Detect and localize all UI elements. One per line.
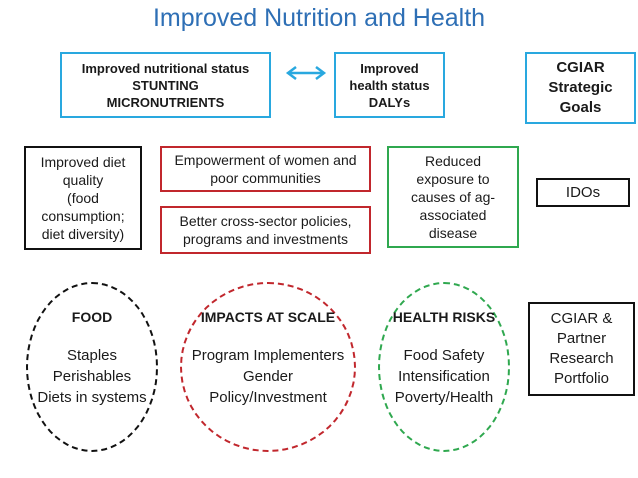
health-risks-circle: HEALTH RISKS Food Safety Intensification… — [378, 282, 510, 452]
disease-exposure-box: Reduced exposure to causes of ag- associ… — [387, 146, 519, 248]
diagram-title: Improved Nutrition and Health — [152, 4, 486, 32]
nutritional-status-box: Improved nutritional status STUNTING MIC… — [60, 52, 271, 118]
food-circle-items: Staples Perishables Diets in systems — [37, 347, 147, 406]
impacts-circle: IMPACTS AT SCALE Program Implementers Ge… — [180, 282, 356, 452]
food-circle: FOOD Staples Perishables Diets in system… — [26, 282, 158, 452]
policies-box: Better cross-sector policies, programs a… — [160, 206, 371, 254]
double-arrow-icon — [285, 66, 327, 80]
impacts-circle-title: IMPACTS AT SCALE — [200, 309, 336, 325]
impacts-circle-items: Program Implementers Gender Policy/Inves… — [191, 347, 345, 406]
food-circle-title: FOOD — [71, 309, 113, 325]
health-risks-circle-items: Food Safety Intensification Poverty/Heal… — [394, 347, 494, 406]
health-status-box: Improved health status DALYs — [334, 52, 445, 118]
empowerment-box: Empowerment of women and poor communitie… — [160, 146, 371, 192]
health-risks-circle-title: HEALTH RISKS — [392, 309, 496, 325]
idos-box: IDOs — [536, 178, 630, 207]
diet-quality-box: Improved diet quality (food consumption;… — [24, 146, 142, 250]
cgiar-strategic-goals-box: CGIAR Strategic Goals — [525, 52, 636, 124]
research-portfolio-box: CGIAR & Partner Research Portfolio — [528, 302, 635, 396]
